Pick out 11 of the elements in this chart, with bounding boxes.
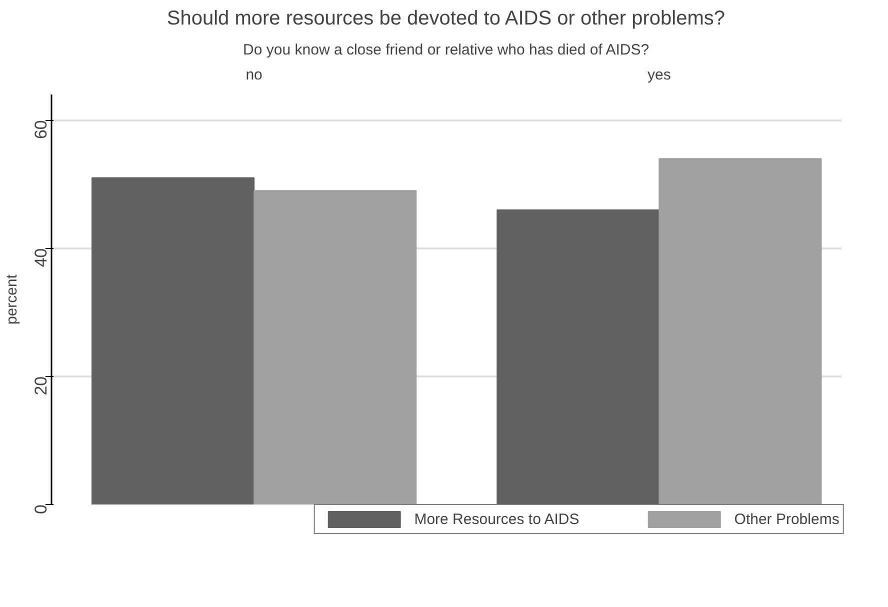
chart-subtitle: Do you know a close friend or relative who has died of AIDS? xyxy=(243,42,650,58)
legend-label: More Resources to AIDS xyxy=(414,510,580,528)
legend-label: Other Problems xyxy=(734,510,840,528)
y-tick-label: 0 xyxy=(32,504,50,514)
chart-title: Should more resources be devoted to AIDS or other problems? xyxy=(166,8,725,30)
y-tick-label: 20 xyxy=(32,376,50,396)
y-tick-label: 40 xyxy=(32,248,50,268)
y-tick-label: 60 xyxy=(32,120,50,140)
y-axis-title: percent xyxy=(4,274,20,325)
x-tick-label: yes xyxy=(648,66,671,84)
x-tick-label: no xyxy=(246,66,262,84)
